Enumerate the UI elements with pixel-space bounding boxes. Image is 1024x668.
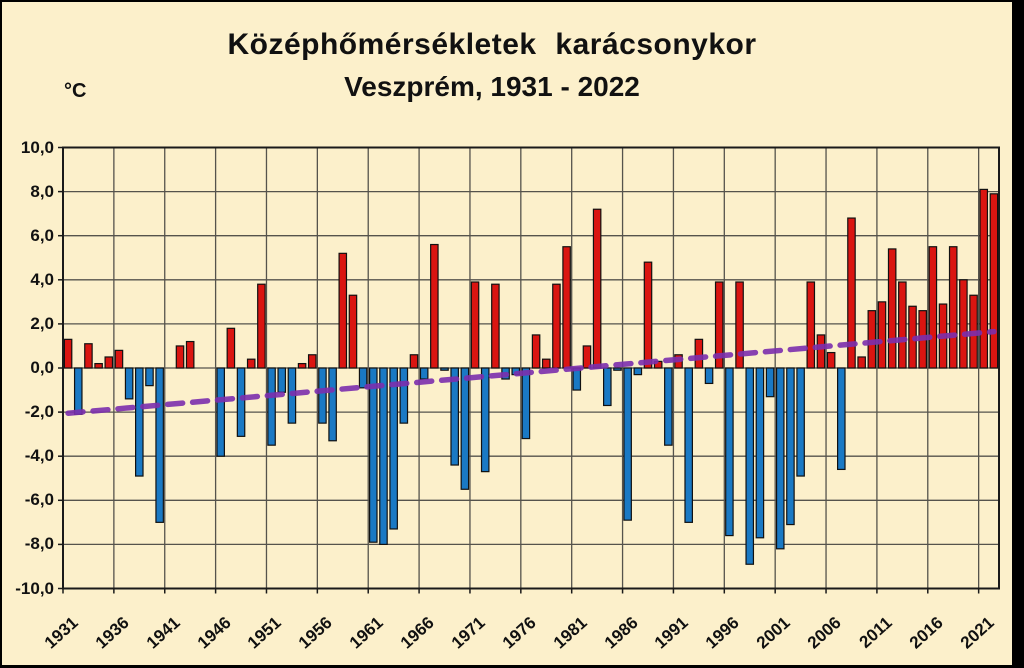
- bar-2009: [857, 356, 866, 369]
- y-axis-label: -4,0: [24, 446, 54, 466]
- bar-1943: [185, 340, 195, 369]
- bar-1938: [135, 367, 144, 477]
- bar-1964: [399, 367, 409, 424]
- y-axis-unit-label: °C: [64, 80, 87, 102]
- bar-1999: [755, 367, 765, 539]
- y-axis-label: -2,0: [24, 402, 54, 422]
- bar-1931: [63, 338, 73, 369]
- bar-1968: [440, 367, 449, 371]
- bar-2011: [877, 301, 887, 369]
- bar-1973: [491, 283, 500, 369]
- y-axis-label: 2,0: [30, 313, 54, 333]
- bar-1976: [521, 367, 531, 440]
- y-axis-label: 6,0: [30, 225, 54, 245]
- bar-1969: [450, 367, 459, 466]
- bar-2003: [796, 367, 805, 477]
- bar-1952: [277, 367, 287, 393]
- bar-1937: [124, 367, 134, 400]
- bar-1934: [94, 362, 103, 369]
- bar-2021: [979, 188, 989, 369]
- bar-1997: [735, 281, 744, 369]
- bar-1935: [104, 356, 114, 369]
- bar-1967: [430, 243, 439, 369]
- bar-1961: [369, 367, 378, 543]
- y-axis-label: 8,0: [30, 181, 54, 201]
- chart-title-line2: Veszprém, 1931 - 2022: [344, 71, 640, 102]
- bar-1966: [419, 367, 429, 380]
- bar-1954: [297, 362, 307, 369]
- bar-1946: [216, 367, 225, 457]
- bar-2000: [765, 367, 775, 398]
- bar-1995: [714, 281, 724, 369]
- bar-1980: [562, 246, 571, 369]
- trend-line: [65, 328, 997, 416]
- bar-1998: [745, 367, 755, 565]
- bar-1985: [613, 367, 622, 371]
- bar-2006: [826, 351, 836, 369]
- bar-2007: [837, 367, 846, 471]
- y-axis-label: -8,0: [24, 534, 54, 554]
- bar-1962: [379, 367, 388, 545]
- bar-2002: [786, 367, 795, 526]
- bar-1977: [531, 334, 541, 369]
- bar-1955: [307, 354, 317, 369]
- bar-2022: [989, 193, 999, 369]
- bar-1956: [318, 367, 327, 424]
- bar-1970: [460, 367, 470, 490]
- bar-2019: [959, 279, 968, 369]
- bar-1993: [694, 338, 704, 369]
- bar-2016: [928, 246, 938, 369]
- bar-1987: [633, 367, 643, 376]
- bar-1942: [175, 345, 185, 369]
- bar-1982: [582, 345, 592, 369]
- bar-1933: [84, 343, 93, 369]
- bar-1988: [643, 261, 653, 369]
- bar-1960: [358, 367, 368, 389]
- y-axis-label: 4,0: [30, 269, 54, 289]
- bar-1965: [409, 354, 419, 369]
- bar-1983: [592, 208, 602, 369]
- bar-1948: [236, 367, 246, 437]
- bar-1936: [114, 349, 124, 369]
- bar-1959: [348, 294, 358, 369]
- y-axis-label: -6,0: [24, 490, 54, 510]
- bar-1978: [541, 358, 551, 369]
- bar-1932: [73, 367, 83, 415]
- bar-2005: [816, 334, 826, 369]
- bar-2004: [806, 281, 816, 369]
- y-axis-label: -10,0: [15, 578, 54, 598]
- bar-1958: [338, 252, 348, 369]
- chart-title-line1: Középhőmérsékletek karácsonykor: [227, 28, 757, 61]
- bar-1957: [328, 367, 337, 442]
- chart-title: Középhőmérsékletek karácsonykor Veszprém…: [62, 28, 922, 103]
- bar-1994: [704, 367, 714, 385]
- bar-1951: [267, 367, 276, 446]
- bar-1972: [480, 367, 490, 473]
- bar-2012: [887, 248, 897, 369]
- bar-1984: [603, 367, 612, 407]
- bar-1992: [684, 367, 693, 523]
- bar-1939: [145, 367, 154, 387]
- bar-1990: [664, 367, 673, 446]
- bar-1940: [155, 367, 164, 523]
- bar-1971: [470, 281, 480, 369]
- bar-1986: [623, 367, 632, 521]
- plot-area: [58, 146, 1000, 594]
- y-axis-label: 10,0: [20, 137, 54, 157]
- y-axis-label: 0,0: [30, 358, 54, 377]
- bar-2013: [898, 281, 907, 369]
- bar-1950: [257, 283, 266, 369]
- bar-1963: [389, 367, 398, 530]
- bar-2010: [867, 310, 877, 369]
- bar-2008: [847, 217, 856, 369]
- bar-1979: [552, 283, 561, 369]
- bar-2001: [775, 367, 785, 550]
- bar-1947: [226, 327, 236, 369]
- bar-1949: [246, 358, 256, 369]
- bar-1996: [725, 367, 734, 537]
- bar-2018: [948, 246, 958, 369]
- chart-canvas: Középhőmérsékletek karácsonykor Veszprém…: [2, 2, 1012, 665]
